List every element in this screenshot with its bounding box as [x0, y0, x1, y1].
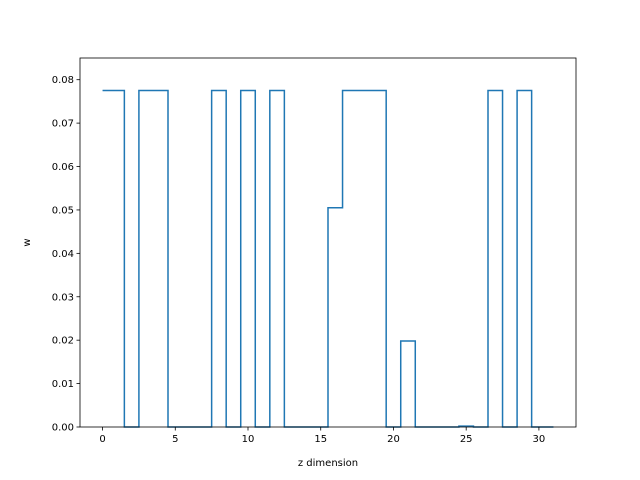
y-tick-label: 0.06: [52, 162, 74, 173]
y-tick-label: 0.08: [52, 75, 74, 86]
y-tick-label: 0.05: [52, 205, 74, 216]
plot-frame: [79, 57, 577, 428]
y-tick-label: 0.04: [52, 249, 74, 260]
x-tick-label: 20: [387, 434, 400, 445]
x-tick-label: 10: [242, 434, 255, 445]
x-axis-ticks: 0 5 10 15 20 25 30: [99, 427, 545, 445]
y-tick-label: 0.01: [52, 379, 74, 390]
x-tick-label: 25: [460, 434, 473, 445]
y-tick-label: 0.03: [52, 292, 74, 303]
x-tick-label: 5: [172, 434, 178, 445]
y-tick-label: 0.00: [52, 423, 74, 434]
y-tick-label: 0.02: [52, 336, 74, 347]
y-axis-label: w: [22, 238, 33, 246]
x-tick-label: 30: [533, 434, 546, 445]
y-tick-label: 0.07: [52, 119, 74, 130]
y-axis-ticks: 0.00 0.01 0.02 0.03 0.04 0.05 0.06 0.07 0.08: [52, 75, 80, 434]
x-tick-label: 0: [99, 434, 105, 445]
x-tick-label: 15: [314, 434, 327, 445]
x-axis-label: z dimension: [298, 458, 358, 469]
